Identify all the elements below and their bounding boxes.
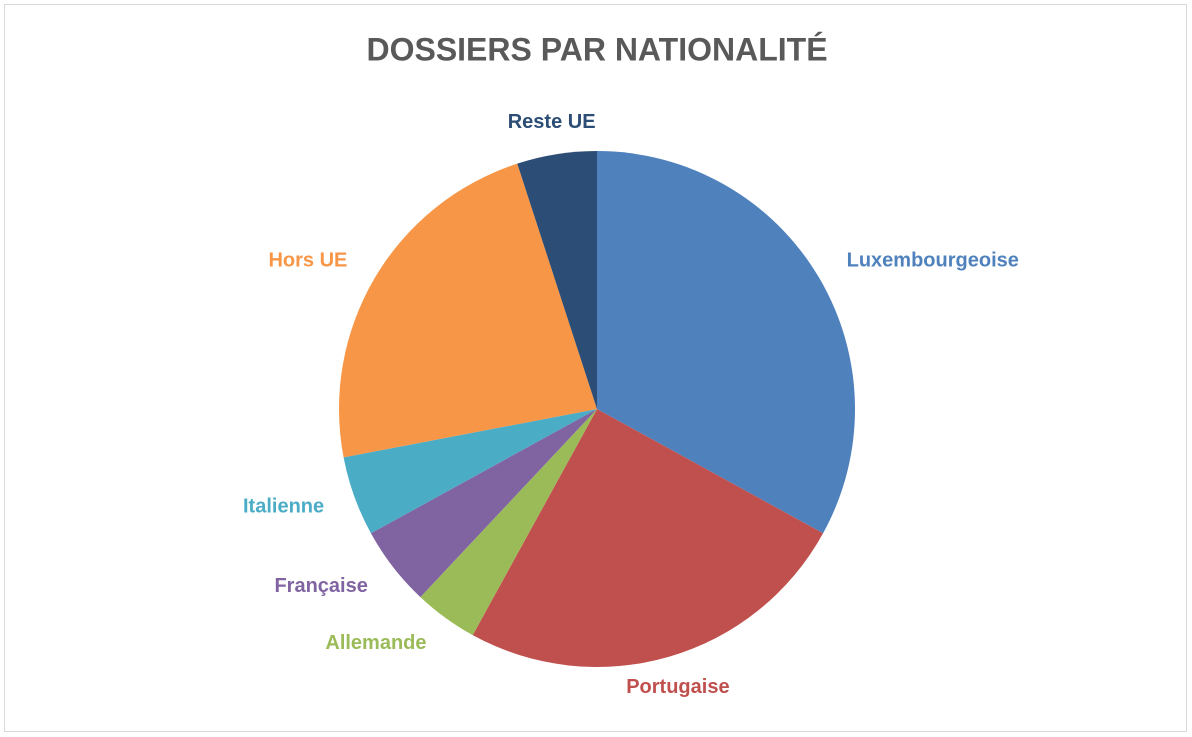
slice-label: Allemande [325, 632, 426, 654]
slice-label: Française [274, 575, 367, 597]
pie-slice [597, 151, 855, 534]
pie-slice [339, 163, 597, 458]
pie-slice [420, 409, 597, 636]
chart-title: DOSSIERS PAR NATIONALITÉ [366, 31, 827, 67]
pie-slice [517, 151, 597, 409]
slice-label: Luxembourgeoise [847, 250, 1019, 272]
pie-slice [370, 409, 597, 598]
pie-slice [472, 409, 824, 667]
slice-label: Italienne [243, 496, 324, 518]
slice-label: Reste UE [508, 111, 596, 133]
slice-label: Portugaise [626, 676, 729, 698]
slice-label: Hors UE [268, 250, 347, 272]
pie-slice [343, 409, 597, 534]
